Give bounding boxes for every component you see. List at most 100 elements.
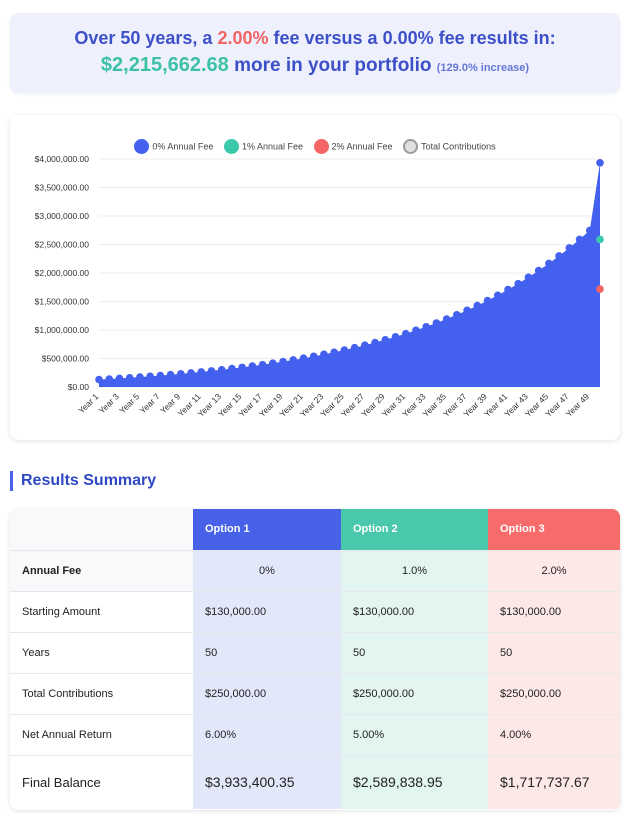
point-0-fee — [504, 285, 512, 294]
y-tick-label: $3,500,000.00 — [35, 183, 90, 193]
point-0-fee — [279, 357, 287, 366]
row-label: Years — [10, 631, 193, 673]
point-0-fee — [115, 374, 124, 383]
option-1-value: 0% — [193, 549, 341, 591]
legend-item-1-fee[interactable]: 1% Annual Fee — [223, 139, 303, 154]
point-0-fee — [391, 332, 400, 341]
point-0-fee — [514, 279, 523, 288]
row-label: Total Contributions — [10, 672, 193, 714]
point-0-fee — [381, 335, 390, 344]
legend-dot-icon — [313, 139, 329, 154]
point-0-fee — [299, 354, 308, 363]
point-0-fee — [95, 375, 103, 384]
point-0-fee — [432, 319, 441, 327]
point-0-fee — [207, 367, 216, 375]
option-1-value: $3,933,400.35 — [193, 754, 341, 809]
point-0-fee — [350, 343, 359, 352]
row-label: Final Balance — [10, 754, 193, 809]
point-0-fee — [156, 371, 165, 380]
x-tick-label: Year 5 — [117, 391, 141, 415]
header-option-1: Option 1 — [193, 509, 341, 550]
option-1-value: $250,000.00 — [193, 672, 341, 714]
table-row-starting-amount: Starting Amount $130,000.00 $130,000.00 … — [10, 590, 620, 632]
chart-legend: 0% Annual Fee 1% Annual Fee 2% Annual Fe… — [10, 139, 620, 157]
legend-item-2-fee[interactable]: 2% Annual Fee — [313, 139, 393, 154]
point-0-fee — [401, 329, 410, 338]
results-summary-table-card: Option 1 Option 2 Option 3 Annual Fee 0%… — [10, 509, 620, 810]
point-0-fee — [524, 273, 533, 282]
legend-label: Total Contributions — [421, 141, 496, 152]
legend-dot-icon — [134, 139, 150, 154]
point-0-fee — [146, 372, 154, 381]
option-2-value: 50 — [341, 631, 488, 673]
option-2-value: $130,000.00 — [341, 590, 488, 632]
point-0-fee — [453, 311, 461, 319]
point-0-fee — [228, 364, 236, 373]
point-0-fee — [412, 326, 420, 335]
option-3-value: $130,000.00 — [488, 590, 620, 632]
point-0-fee — [289, 356, 298, 364]
point-0-fee — [534, 266, 543, 275]
table-row-years: Years 50 50 50 — [10, 631, 620, 673]
option-1-value: $130,000.00 — [193, 590, 341, 632]
option-3-value: 4.00% — [488, 713, 620, 755]
point-0-fee — [166, 370, 175, 379]
point-1-fee-end — [596, 235, 604, 244]
growth-chart: $0.00 $500,000.00 $1,000,000.00 $1,500,000.… — [35, 154, 604, 419]
point-0-fee — [238, 363, 246, 372]
option-3-value: 2.0% — [488, 549, 620, 591]
point-0-fee — [269, 359, 277, 367]
y-tick-label: $1,500,000.00 — [35, 297, 90, 307]
point-0-fee — [596, 158, 604, 167]
point-0-fee — [187, 369, 195, 377]
row-label: Starting Amount — [10, 590, 193, 632]
point-0-fee — [545, 259, 553, 268]
x-tick-label: Year 7 — [138, 391, 162, 415]
increase-percent: (129.0% increase) — [436, 62, 530, 74]
x-tick-label: Year 1 — [76, 391, 100, 415]
point-0-fee — [575, 235, 584, 244]
point-0-fee — [340, 346, 349, 354]
fee-comparison-banner: Over 50 years, a 2.00% fee versus a 0.00… — [10, 13, 620, 93]
legend-dot-icon — [403, 139, 419, 154]
point-0-fee — [422, 322, 430, 331]
y-tick-label: $2,500,000.00 — [35, 240, 90, 250]
row-label: Annual Fee — [10, 549, 193, 591]
y-tick-label: $2,000,000.00 — [35, 268, 90, 278]
point-0-fee — [330, 348, 338, 357]
legend-item-total-contributions[interactable]: Total Contributions — [403, 139, 496, 154]
point-0-fee — [309, 352, 318, 361]
option-1-value: 6.00% — [193, 713, 341, 755]
point-0-fee — [442, 315, 451, 323]
header-option-3: Option 3 — [488, 509, 620, 550]
option-2-value: $2,589,838.95 — [341, 754, 488, 809]
y-tick-label: $1,000,000.00 — [35, 325, 90, 335]
high-fee-value: 2.00% — [217, 28, 269, 48]
point-0-fee — [125, 373, 134, 382]
point-0-fee — [320, 350, 328, 359]
point-0-fee — [136, 373, 144, 381]
results-summary-title: Results Summary — [10, 471, 156, 491]
difference-amount: $2,215,662.68 — [100, 54, 229, 76]
option-2-value: 5.00% — [341, 713, 488, 755]
legend-item-0-fee[interactable]: 0% Annual Fee — [134, 139, 213, 154]
table-row-total-contributions: Total Contributions $250,000.00 $250,000… — [10, 672, 620, 714]
headline-result: $2,215,662.68 more in your portfolio (12… — [10, 54, 620, 77]
point-0-fee — [585, 226, 594, 235]
point-0-fee — [555, 252, 563, 260]
header-blank — [10, 509, 193, 550]
point-2-fee-end — [596, 285, 604, 293]
header-option-2: Option 2 — [341, 509, 488, 550]
difference-text: more in your portfolio — [228, 55, 437, 76]
point-0-fee — [217, 365, 226, 374]
point-0-fee — [371, 338, 379, 347]
y-tick-label: $4,000,000.00 — [35, 154, 90, 164]
headline-prefix: Over 50 years, a — [74, 28, 218, 48]
option-3-value: $1,717,737.67 — [488, 754, 620, 809]
y-tick-label: $0.00 — [68, 382, 90, 392]
point-0-fee — [248, 362, 257, 370]
results-summary-table: Option 1 Option 2 Option 3 Annual Fee 0%… — [10, 509, 620, 809]
point-0-fee — [105, 375, 114, 383]
point-0-fee — [176, 370, 185, 378]
point-0-fee — [473, 301, 482, 310]
